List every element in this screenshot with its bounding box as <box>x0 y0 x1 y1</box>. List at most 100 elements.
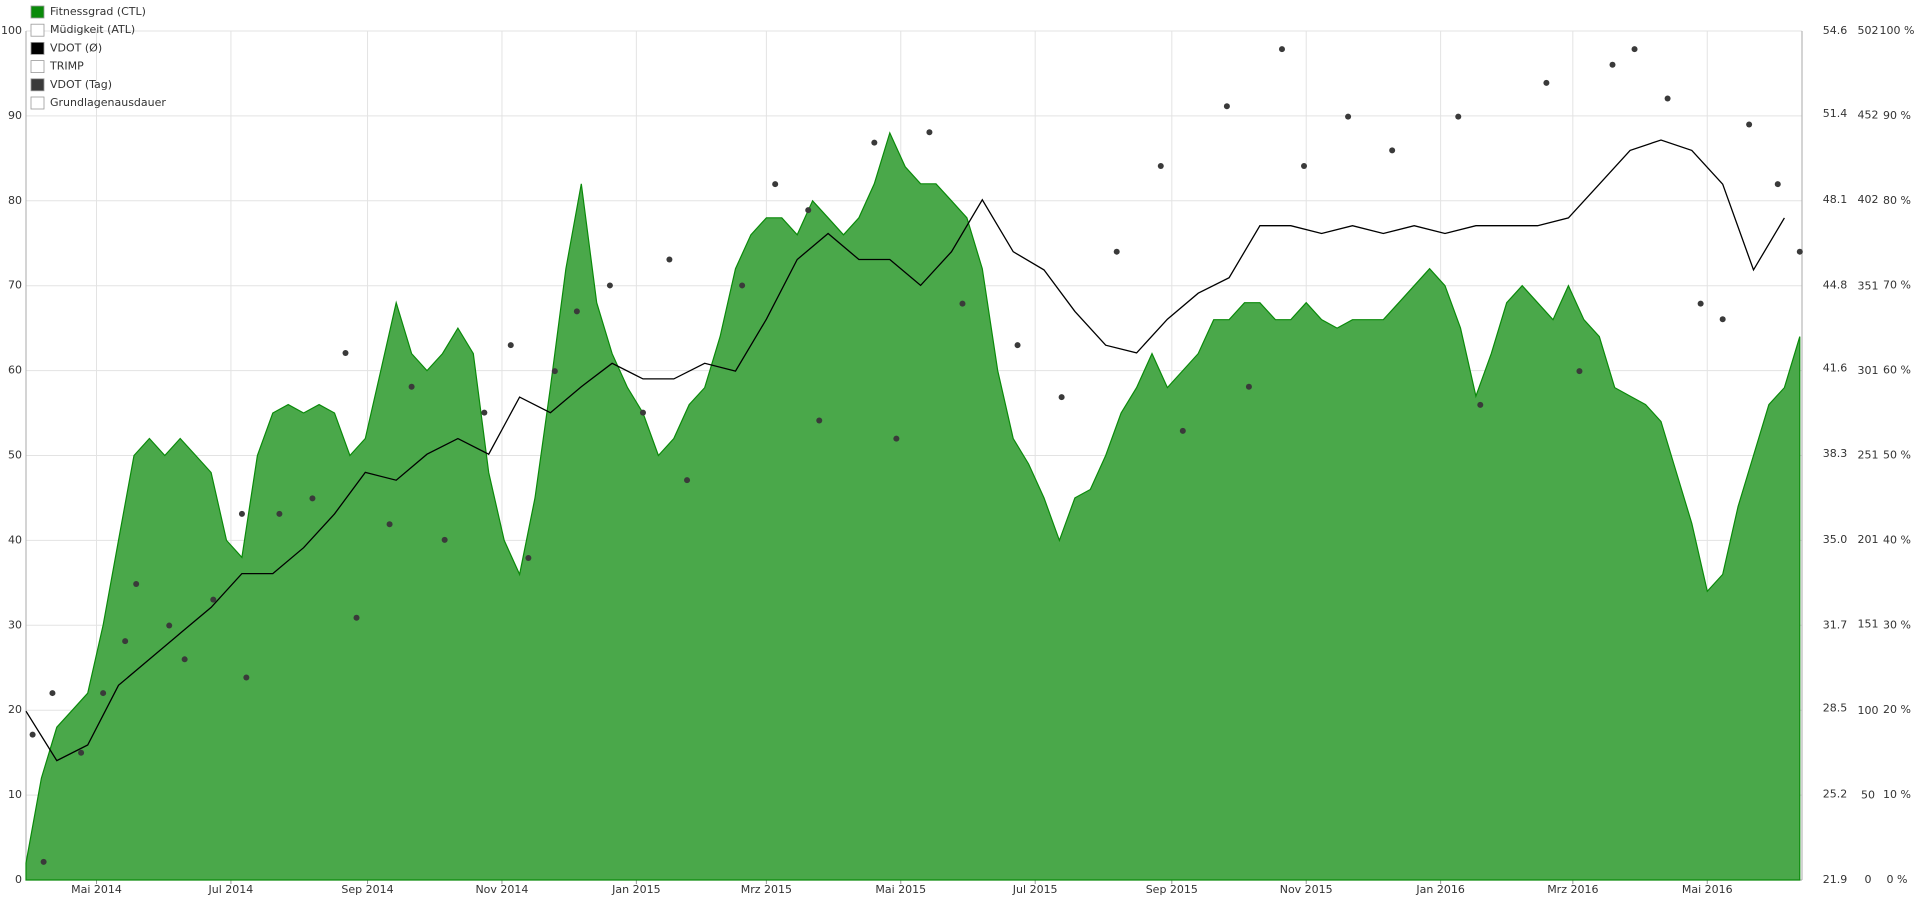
point <box>1301 163 1308 170</box>
right-tick-label: 351 <box>1858 279 1879 292</box>
x-tick-label: Jul 2014 <box>208 883 254 896</box>
point <box>166 622 173 629</box>
legend-swatch[interactable] <box>30 42 45 55</box>
point <box>133 581 140 588</box>
right-tick-label: 40 % <box>1883 533 1911 546</box>
right-tick-label: 50 % <box>1883 449 1911 462</box>
legend-label[interactable]: Müdigkeit (ATL) <box>50 23 135 36</box>
x-tick-label: Jul 2015 <box>1012 883 1058 896</box>
right-tick-label: 20 % <box>1883 703 1911 716</box>
point <box>1345 113 1352 120</box>
point <box>353 614 360 621</box>
point <box>122 638 129 645</box>
point <box>573 308 580 315</box>
y-tick-label: 50 <box>8 449 22 462</box>
x-tick-label: Jan 2016 <box>1415 883 1464 896</box>
point <box>100 690 107 697</box>
right-tick-label: 0 % <box>1887 873 1908 886</box>
right-tick-label: 35.0 <box>1823 533 1848 546</box>
y-tick-label: 100 <box>1 24 22 37</box>
legend-swatch[interactable] <box>30 78 45 92</box>
point <box>1179 427 1186 434</box>
point <box>816 417 823 424</box>
x-tick-label: Sep 2014 <box>341 883 393 896</box>
point <box>481 409 488 416</box>
right-tick-label: 48.1 <box>1823 193 1848 206</box>
point <box>666 256 673 263</box>
legend-swatch[interactable] <box>30 23 45 37</box>
point <box>1746 121 1753 128</box>
x-tick-label: Mai 2014 <box>71 883 122 896</box>
point <box>1113 248 1120 255</box>
x-tick-label: Nov 2014 <box>475 883 528 896</box>
legend-swatch[interactable] <box>30 96 45 110</box>
right-tick-label: 44.8 <box>1823 278 1848 291</box>
y-tick-label: 30 <box>8 618 22 631</box>
x-tick-label: Nov 2015 <box>1280 883 1333 896</box>
point <box>551 368 558 375</box>
right-tick-label: 70 % <box>1883 279 1911 292</box>
y-tick-label: 80 <box>8 194 22 207</box>
point <box>276 510 283 517</box>
point <box>1157 163 1164 170</box>
y-tick-label: 60 <box>8 364 22 377</box>
point <box>1796 248 1803 255</box>
point <box>893 435 900 442</box>
point <box>238 510 245 517</box>
right-tick-label: 51.4 <box>1823 107 1848 120</box>
right-tick-label: 402 <box>1858 193 1879 206</box>
area <box>25 131 1801 881</box>
point <box>78 749 85 756</box>
right-tick-label: 21.9 <box>1823 873 1848 886</box>
x-tick-label: Jan 2015 <box>611 883 660 896</box>
point <box>181 656 188 663</box>
right-tick-label: 100 % <box>1880 24 1915 37</box>
point <box>29 731 36 738</box>
point <box>49 690 56 697</box>
x-tick-label: Mrz 2015 <box>741 883 792 896</box>
point <box>1389 147 1396 154</box>
right-tick-label: 60 % <box>1883 364 1911 377</box>
point <box>606 282 613 289</box>
right-tick-label: 502 <box>1858 24 1879 37</box>
y-tick-label: 70 <box>8 279 22 292</box>
point <box>1697 300 1704 307</box>
point <box>926 129 933 136</box>
point <box>639 409 646 416</box>
point <box>1245 383 1252 390</box>
legend-label[interactable]: VDOT (Tag) <box>50 78 112 91</box>
right-tick-label: 151 <box>1858 618 1879 631</box>
right-tick-label: 28.5 <box>1823 702 1848 715</box>
right-tick-label: 38.3 <box>1823 447 1848 460</box>
legend-label[interactable]: VDOT (Ø) <box>50 41 102 54</box>
point <box>243 674 250 681</box>
right-tick-label: 201 <box>1858 533 1879 546</box>
right-tick-label: 251 <box>1858 449 1879 462</box>
right-tick-label: 31.7 <box>1823 619 1848 632</box>
point <box>40 858 47 865</box>
y-tick-label: 90 <box>8 109 22 122</box>
x-tick-label: Mai 2015 <box>875 883 926 896</box>
point <box>210 596 217 603</box>
x-tick-label: Mrz 2016 <box>1547 883 1598 896</box>
legend-label[interactable]: Fitnessgrad (CTL) <box>50 5 146 18</box>
right-tick-label: 100 <box>1858 704 1879 717</box>
point <box>871 139 878 146</box>
point <box>441 536 448 543</box>
right-tick-label: 10 % <box>1883 788 1911 801</box>
legend-swatch[interactable] <box>30 5 45 19</box>
right-tick-label: 50 <box>1861 788 1875 801</box>
point <box>1719 316 1726 323</box>
point <box>1576 368 1583 375</box>
right-tick-label: 30 % <box>1883 618 1911 631</box>
point <box>342 349 349 356</box>
line <box>25 139 1785 762</box>
point <box>408 383 415 390</box>
y-tick-label: 20 <box>8 703 22 716</box>
y-tick-label: 10 <box>8 788 22 801</box>
legend-swatch[interactable] <box>30 60 45 73</box>
legend-label[interactable]: Grundlagenausdauer <box>50 96 166 109</box>
legend-label[interactable]: TRIMP <box>49 60 84 73</box>
point <box>1543 79 1550 86</box>
